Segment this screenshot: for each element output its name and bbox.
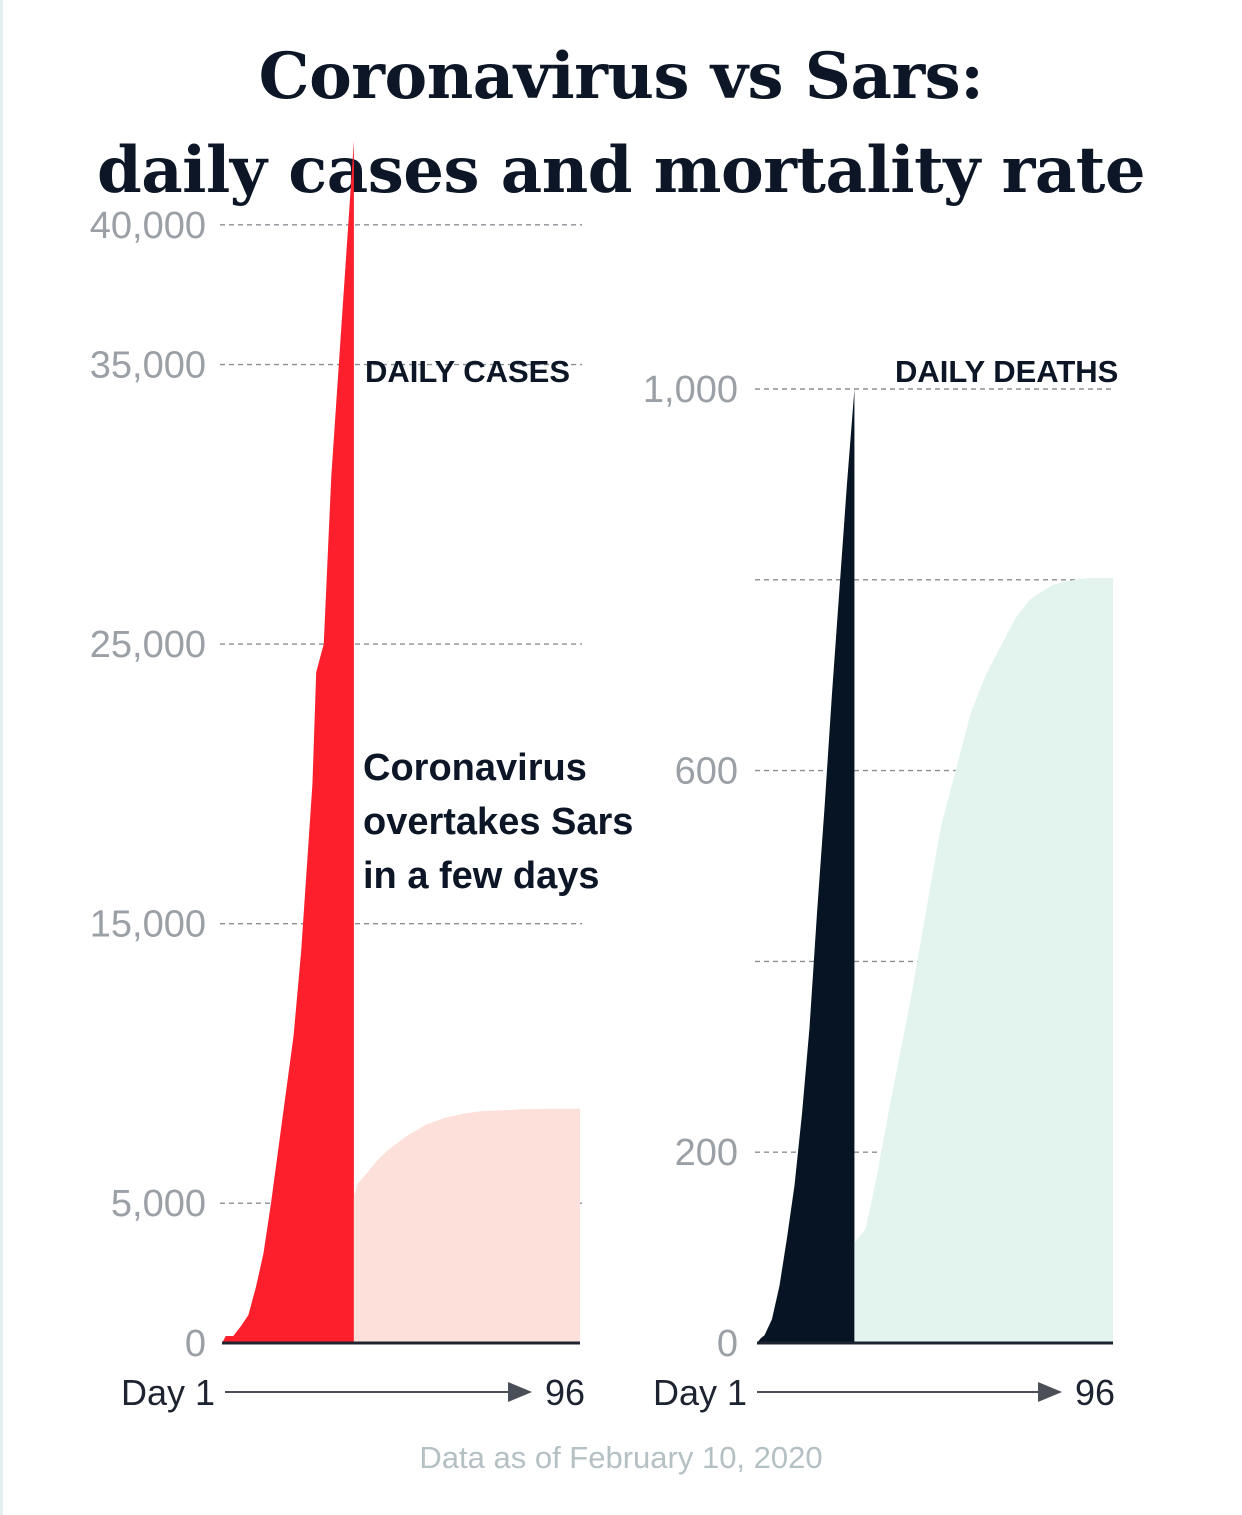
cases-y-tick-label: 15,000	[90, 904, 206, 946]
cases-y-tick-label: 40,000	[90, 205, 206, 247]
title-line-2: daily cases and mortality rate	[96, 133, 1146, 208]
cases-y-tick-label: 0	[185, 1323, 206, 1365]
annotation-line-3: in a few days	[363, 855, 600, 897]
daily-deaths-panel: 0 200 600 1,000 DAILY DEATHS Day 1 96	[643, 354, 1118, 1413]
deaths-y-tick-label: 600	[675, 751, 738, 793]
deaths-coronavirus-area	[757, 389, 855, 1343]
deaths-sars-area	[854, 577, 1113, 1343]
cases-y-tick-label: 25,000	[90, 624, 206, 666]
daily-cases-panel: 0 5,000 15,000 25,000 35,000 40,000 DAILY CAS…	[90, 140, 633, 1413]
annotation-line-2: overtakes Sars	[363, 801, 633, 843]
deaths-y-tick-label: 0	[717, 1323, 738, 1365]
cases-x-end-label: 96	[545, 1372, 585, 1413]
daily-cases-title: DAILY CASES	[365, 354, 570, 389]
title-line-1: Coronavirus vs Sars:	[258, 39, 984, 114]
deaths-y-tick-label: 1,000	[643, 369, 738, 411]
cases-sars-area	[353, 1108, 580, 1343]
daily-deaths-title: DAILY DEATHS	[895, 354, 1118, 389]
deaths-y-tick-label: 200	[675, 1132, 738, 1174]
cases-coronavirus-area	[222, 140, 354, 1343]
cases-y-tick-label: 35,000	[90, 345, 206, 387]
page-title: Coronavirus vs Sars: daily cases and mor…	[0, 30, 1242, 218]
left-edge-rule	[0, 0, 3, 1515]
cases-x-start-label: Day 1	[121, 1372, 215, 1413]
annotation-line-1: Coronavirus	[363, 747, 587, 789]
deaths-x-end-label: 96	[1075, 1372, 1115, 1413]
deaths-x-start-label: Day 1	[653, 1372, 747, 1413]
cases-y-tick-label: 5,000	[111, 1183, 206, 1225]
data-date-note: Data as of February 10, 2020	[419, 1440, 823, 1475]
